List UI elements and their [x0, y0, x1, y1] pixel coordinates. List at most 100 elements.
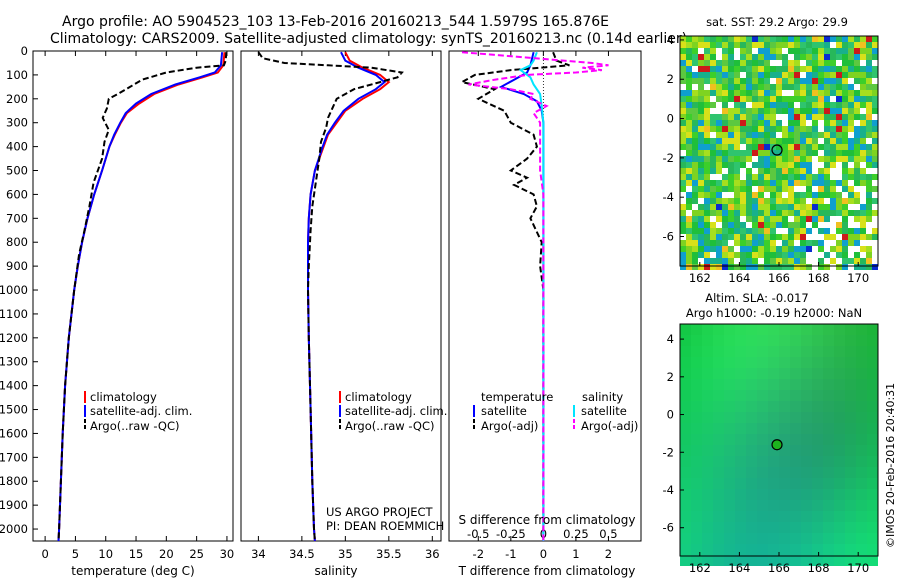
sst-map-cell — [812, 78, 818, 84]
sst-map-cell — [716, 90, 722, 96]
x-tick-label: 30 — [220, 547, 235, 561]
sst-map-cell — [854, 258, 860, 264]
sst-map-cell — [740, 228, 746, 234]
sst-map-cell — [842, 144, 848, 150]
sst-map-cell — [752, 78, 758, 84]
sst-map-cell — [830, 156, 836, 162]
sst-map-cell — [782, 60, 788, 66]
sla-map-cell — [746, 467, 757, 478]
sst-map-cell — [704, 222, 710, 228]
sst-map-cell — [722, 228, 728, 234]
sst-map-cell — [842, 150, 848, 156]
sla-map-cell — [790, 434, 801, 445]
sst-map-cell — [698, 210, 704, 216]
sla-map-cell — [757, 522, 768, 533]
sst-map-cell — [860, 90, 866, 96]
sst-map-cell — [812, 48, 818, 54]
sst-map-cell — [818, 144, 824, 150]
sla-map-cell — [812, 445, 823, 456]
sst-map-cell — [686, 42, 692, 48]
sla-map-cell — [702, 401, 713, 412]
sst-map-cell — [704, 108, 710, 114]
sla-map-cell — [724, 357, 735, 368]
sst-map-cell — [722, 258, 728, 264]
sst-map-cell — [830, 36, 836, 42]
sla-map-cell — [779, 467, 790, 478]
sst-map-cell — [740, 120, 746, 126]
sst-map-cell — [716, 204, 722, 210]
sst-map-cell — [854, 96, 860, 102]
sst-map-cell — [704, 246, 710, 252]
sst-map-cell — [692, 138, 698, 144]
sst-map-cell — [806, 210, 812, 216]
sst-map-cell — [800, 90, 806, 96]
sst-map-cell — [740, 54, 746, 60]
sst-map-cell — [686, 132, 692, 138]
map-y-tick-label: 2 — [667, 370, 674, 384]
sst-map-cell — [848, 96, 854, 102]
sst-map-cell — [824, 114, 830, 120]
sst-map-cell — [758, 174, 764, 180]
sst-map-cell — [704, 144, 710, 150]
sst-map-cell — [692, 96, 698, 102]
sst-map-cell — [722, 90, 728, 96]
legend-label-climatology: climatology — [90, 390, 157, 404]
sst-map-cell — [710, 228, 716, 234]
sst-map-cell — [692, 252, 698, 258]
depth-tick-label: 1100 — [0, 307, 28, 321]
sst-map-cell — [848, 36, 854, 42]
sst-map-cell — [728, 42, 734, 48]
sst-map-cell — [758, 150, 764, 156]
sst-map-cell — [860, 156, 866, 162]
sst-map-cell — [866, 84, 872, 90]
sst-map-cell — [800, 210, 806, 216]
sst-map-cell — [722, 144, 728, 150]
sst-map-cell — [764, 114, 770, 120]
sst-map-cell — [740, 60, 746, 66]
sst-map-cell — [764, 180, 770, 186]
sst-map-cell — [806, 216, 812, 222]
sst-map-cell — [794, 96, 800, 102]
sst-map-cell — [710, 246, 716, 252]
sla-map-cell — [680, 445, 691, 456]
sst-map-cell — [776, 84, 782, 90]
sst-map-cell — [800, 84, 806, 90]
sla-map-cell — [746, 390, 757, 401]
sst-map-cell — [872, 90, 878, 96]
sst-map-cell — [722, 186, 728, 192]
sst-map-cell — [782, 150, 788, 156]
sst-map-cell — [698, 90, 704, 96]
sla-map-cell — [790, 423, 801, 434]
sst-map-cell — [830, 234, 836, 240]
sst-map-cell — [698, 72, 704, 78]
sla-map-cell — [845, 434, 856, 445]
sla-map-cell — [680, 423, 691, 434]
sla-map-cell — [845, 478, 856, 489]
sst-map-cell — [770, 126, 776, 132]
sst-map-cell — [770, 180, 776, 186]
depth-tick-label: 200 — [6, 92, 28, 106]
sst-map-cell — [752, 264, 758, 270]
sla-map-cell — [812, 335, 823, 346]
sla-map-cell — [768, 401, 779, 412]
sst-map-cell — [770, 96, 776, 102]
sst-map-cell — [824, 42, 830, 48]
sst-map-cell — [692, 60, 698, 66]
sst-map-cell — [830, 126, 836, 132]
map-y-tick-label: 2 — [667, 72, 674, 86]
sst-map-cell — [698, 54, 704, 60]
sla-map-cell — [790, 335, 801, 346]
sst-map-cell — [866, 180, 872, 186]
sst-map-cell — [818, 210, 824, 216]
sst-map-cell — [782, 174, 788, 180]
sst-map-cell — [854, 72, 860, 78]
sst-map-cell — [692, 216, 698, 222]
sst-map-cell — [704, 150, 710, 156]
sst-map-cell — [830, 192, 836, 198]
sst-map-cell — [782, 240, 788, 246]
series-line-s-argo-adj- — [461, 51, 609, 541]
sla-map-cell — [691, 412, 702, 423]
sst-map-cell — [866, 78, 872, 84]
sla-map-cell — [746, 401, 757, 412]
